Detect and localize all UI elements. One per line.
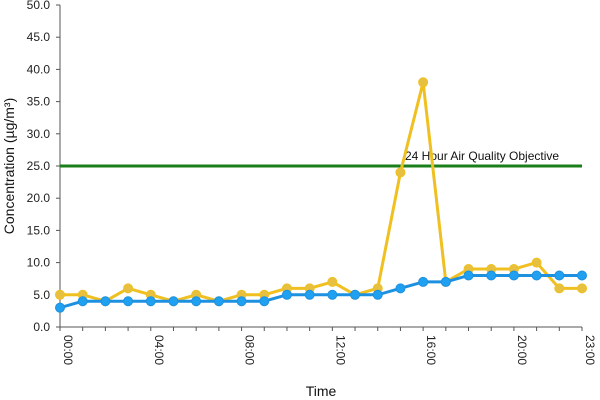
series-2-point (531, 270, 542, 281)
x-tick-label: 04:00 (152, 335, 166, 365)
series-2-point (55, 302, 65, 313)
y-tick-label: 30.0 (27, 127, 51, 141)
x-axis-title: Time (306, 383, 337, 399)
y-tick-label: 15.0 (27, 223, 51, 237)
series-2-point (486, 270, 497, 281)
y-axis-title: Concentration (µg/m³) (1, 98, 17, 234)
series-2-point (100, 296, 111, 307)
series-2-point (440, 276, 451, 287)
series-2-point (327, 289, 338, 300)
y-tick-label: 20.0 (27, 191, 51, 205)
series-2-point (418, 276, 429, 287)
reference-line-label: 24 Hour Air Quality Objective (405, 149, 559, 163)
y-tick-label: 35.0 (27, 95, 51, 109)
y-axis-ticks: 0.0 5.0 10.0 15.0 20.0 25.0 30.0 35.0 40.0 45.0 50… (27, 0, 60, 334)
y-tick-label: 50.0 (27, 0, 51, 12)
series-2-point (350, 289, 361, 300)
series-1-line (60, 80, 582, 303)
series-2-point (191, 296, 202, 307)
series-1-point (395, 167, 406, 178)
y-tick-label: 25.0 (27, 159, 51, 173)
series-1-point (418, 77, 429, 88)
y-tick-label: 5.0 (33, 288, 50, 302)
x-tick-label: 12:00 (333, 335, 347, 365)
series-2-point (372, 289, 383, 300)
series-2-point (281, 289, 292, 300)
series-2-point (554, 270, 565, 281)
x-tick-label: 16:00 (424, 335, 438, 365)
y-tick-label: 40.0 (27, 62, 51, 76)
series-2-point (168, 296, 179, 307)
series-1-point (531, 257, 542, 268)
series-2-point (213, 296, 224, 307)
series-1-point (327, 276, 338, 287)
series-2-point (463, 270, 474, 281)
series-1-point (55, 289, 65, 300)
series-layer (55, 77, 587, 313)
y-tick-label: 45.0 (27, 30, 51, 44)
x-axis-ticks: 00:00 04:00 08:00 12:00 16:00 20:00 23:00 (59, 327, 597, 365)
series-2-point (123, 296, 134, 307)
y-tick-label: 10.0 (27, 256, 51, 270)
x-tick-label: 00:00 (61, 335, 75, 365)
series-2-point (145, 296, 156, 307)
series-2-point (236, 296, 247, 307)
series-2-point (508, 270, 519, 281)
series-1-point (123, 283, 134, 294)
series-2-point (259, 296, 270, 307)
series-2-point (304, 289, 315, 300)
series-2-point (577, 270, 587, 281)
series-1-point (577, 283, 587, 294)
x-tick-label: 20:00 (515, 335, 529, 365)
series-2-point (395, 283, 406, 294)
series-2-point (77, 296, 88, 307)
x-tick-label: 23:00 (583, 335, 597, 365)
x-tick-label: 08:00 (243, 335, 257, 365)
series-1-point (554, 283, 565, 294)
y-tick-label: 0.0 (33, 320, 50, 334)
